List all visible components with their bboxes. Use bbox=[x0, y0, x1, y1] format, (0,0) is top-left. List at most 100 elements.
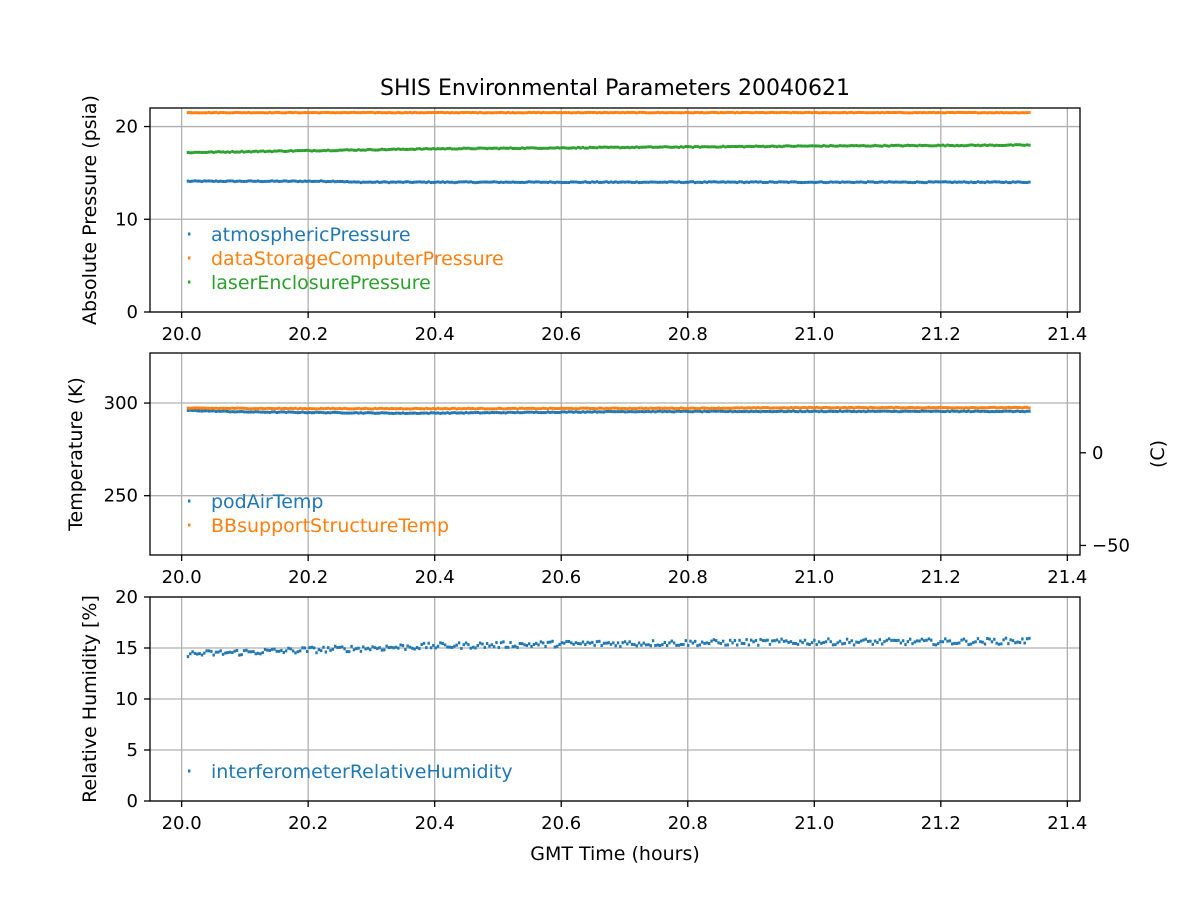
data-point bbox=[413, 406, 416, 410]
data-point bbox=[866, 144, 870, 148]
data-point bbox=[584, 643, 587, 647]
data-point bbox=[392, 180, 395, 184]
data-point bbox=[972, 410, 975, 414]
data-point bbox=[745, 409, 748, 413]
data-point bbox=[401, 180, 405, 184]
data-point bbox=[722, 406, 725, 410]
data-point bbox=[925, 143, 928, 147]
data-point bbox=[350, 110, 353, 114]
data-point bbox=[815, 180, 818, 184]
data-point bbox=[965, 639, 968, 643]
data-point bbox=[359, 148, 363, 152]
data-point bbox=[878, 409, 882, 413]
data-point bbox=[885, 110, 889, 114]
data-point bbox=[189, 408, 192, 412]
data-point bbox=[574, 111, 578, 115]
data-point bbox=[934, 409, 938, 413]
data-point bbox=[553, 110, 557, 114]
data-point bbox=[499, 110, 503, 114]
data-point bbox=[322, 407, 325, 411]
data-point bbox=[684, 145, 688, 149]
data-point bbox=[937, 642, 940, 646]
data-point bbox=[619, 111, 622, 115]
data-point bbox=[488, 644, 491, 648]
data-point bbox=[946, 180, 949, 184]
data-point bbox=[663, 409, 666, 413]
data-point bbox=[754, 144, 758, 148]
data-point bbox=[259, 111, 262, 115]
data-point bbox=[948, 410, 952, 414]
data-point bbox=[712, 406, 716, 410]
data-point bbox=[679, 409, 683, 413]
data-point bbox=[397, 180, 400, 184]
data-point bbox=[801, 181, 804, 185]
data-point bbox=[958, 180, 961, 184]
data-point bbox=[894, 143, 898, 147]
data-point bbox=[820, 406, 823, 410]
data-point bbox=[287, 646, 290, 650]
data-point bbox=[397, 147, 400, 151]
data-point bbox=[953, 641, 956, 645]
data-point bbox=[747, 111, 751, 115]
data-point bbox=[205, 179, 208, 183]
data-point bbox=[448, 111, 451, 115]
data-point bbox=[799, 144, 802, 148]
data-point bbox=[658, 409, 662, 413]
x-tick-label: 21.4 bbox=[1047, 324, 1087, 345]
data-point bbox=[401, 407, 405, 411]
data-point bbox=[974, 181, 977, 185]
data-point bbox=[240, 410, 243, 414]
data-point bbox=[331, 179, 335, 183]
data-point bbox=[862, 406, 865, 410]
data-point bbox=[838, 409, 842, 413]
data-point bbox=[476, 111, 479, 115]
data-point bbox=[242, 649, 246, 653]
data-point bbox=[411, 411, 414, 415]
data-point bbox=[567, 406, 571, 410]
data-point bbox=[291, 407, 295, 411]
data-point bbox=[607, 180, 610, 184]
data-point bbox=[1021, 143, 1024, 147]
data-point bbox=[296, 149, 300, 153]
data-point bbox=[378, 180, 381, 184]
data-point bbox=[626, 145, 629, 149]
legend-marker bbox=[188, 280, 191, 284]
data-point bbox=[448, 411, 451, 415]
data-point bbox=[1028, 143, 1031, 147]
data-point bbox=[932, 406, 935, 410]
data-point bbox=[869, 180, 872, 184]
data-point bbox=[696, 110, 699, 114]
data-point bbox=[504, 645, 508, 649]
data-point bbox=[291, 179, 295, 183]
data-point bbox=[736, 181, 739, 185]
data-point bbox=[642, 145, 645, 149]
data-point bbox=[233, 180, 236, 184]
data-point bbox=[401, 411, 405, 415]
data-point bbox=[420, 111, 423, 115]
data-point bbox=[869, 405, 872, 409]
data-point bbox=[817, 144, 821, 148]
data-point bbox=[511, 180, 515, 184]
data-point bbox=[326, 646, 330, 650]
data-point bbox=[453, 644, 456, 648]
data-point bbox=[462, 111, 465, 115]
data-point bbox=[880, 642, 884, 646]
data-point bbox=[326, 110, 330, 114]
data-point bbox=[820, 144, 823, 148]
data-point bbox=[670, 406, 673, 410]
data-point bbox=[315, 149, 318, 153]
data-point bbox=[485, 111, 489, 115]
data-point bbox=[932, 110, 935, 114]
data-point bbox=[492, 411, 496, 415]
data-point bbox=[855, 180, 858, 184]
data-point bbox=[993, 405, 996, 409]
data-point bbox=[722, 111, 725, 115]
data-point bbox=[226, 150, 229, 154]
data-point bbox=[871, 406, 874, 410]
data-point bbox=[334, 149, 337, 153]
data-point bbox=[754, 180, 758, 184]
data-point bbox=[852, 406, 856, 410]
data-point bbox=[990, 180, 994, 184]
data-point bbox=[883, 111, 886, 115]
data-point bbox=[993, 410, 996, 414]
